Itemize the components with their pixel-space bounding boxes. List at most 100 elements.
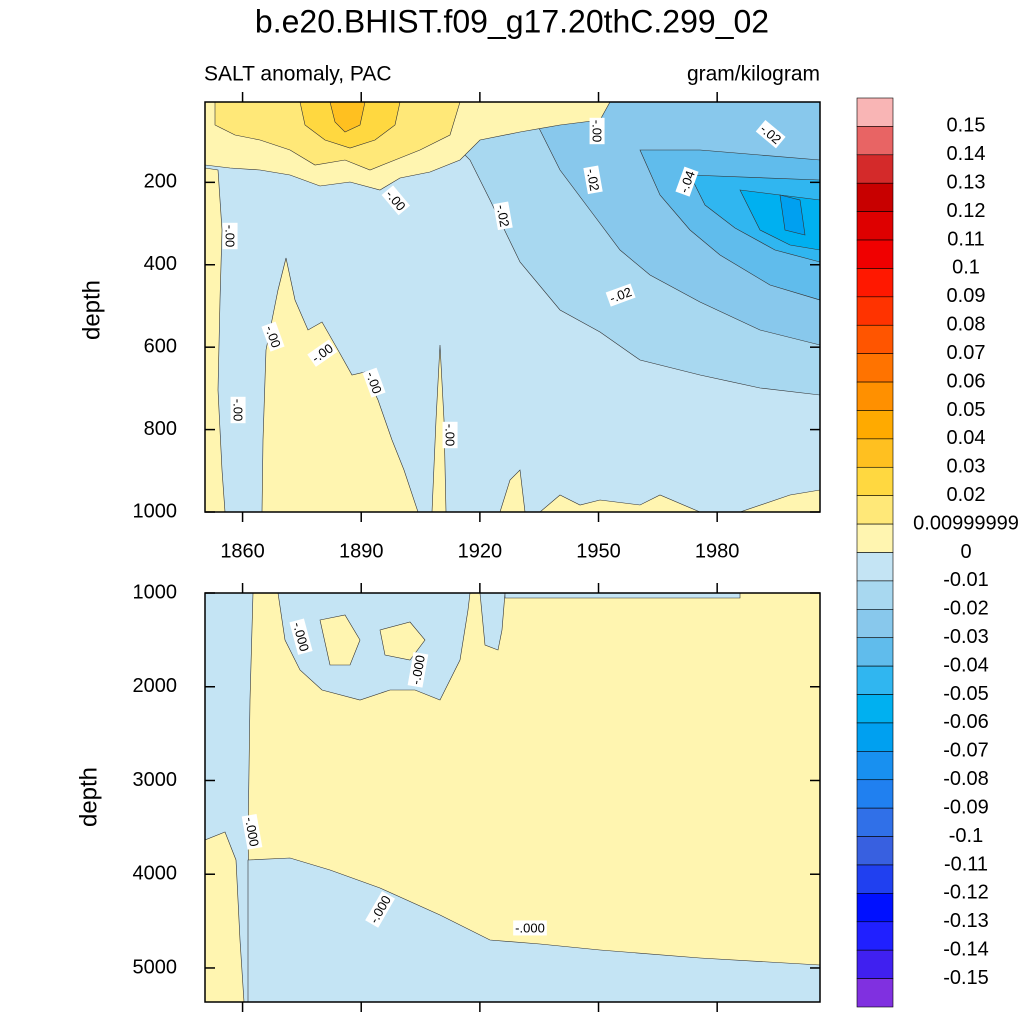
contour-label: -.00 (443, 424, 458, 446)
colorbar-label: -0.14 (943, 938, 989, 960)
colorbar-label: 0.03 (947, 456, 986, 478)
colorbar-label: -0.03 (943, 626, 989, 648)
contour-label-box (407, 651, 429, 688)
colorbar-label: -0.15 (943, 967, 989, 989)
colorbar-box (856, 665, 894, 695)
contour-label-box (307, 339, 338, 367)
contour-region (319, 614, 426, 666)
colorbar-label: 0.15 (947, 115, 986, 137)
contour-label: -.02 (494, 203, 513, 228)
colorbar-box (856, 893, 894, 923)
colorbar-label: 0.08 (947, 314, 986, 336)
colorbar-box (856, 410, 894, 440)
contour-label: -.04 (676, 169, 698, 195)
colorbar-label: -0.1 (949, 825, 983, 847)
colorbar-box (856, 864, 894, 894)
subtitle-left: SALT anomaly, PAC (204, 63, 392, 86)
contour-label: -.000 (408, 654, 428, 686)
colorbar-label: 0.14 (947, 143, 986, 165)
subtitle-right: gram/kilogram (687, 63, 820, 86)
contour-label-box (261, 321, 285, 352)
colorbar-label: 0.00999999 (913, 512, 1019, 534)
y-tick-label: 400 (144, 253, 177, 275)
contour-label: -.000 (515, 920, 545, 935)
y-tick-label: 1000 (133, 581, 178, 603)
colorbar-label: -0.02 (943, 598, 989, 620)
colorbar-label: -0.06 (943, 711, 989, 733)
colorbar-box (856, 381, 894, 411)
colorbar-label: 0.02 (947, 484, 986, 506)
colorbar-label: -0.12 (943, 882, 989, 904)
contour-label: -.00 (223, 225, 238, 247)
colorbar-box (856, 949, 894, 979)
colorbar-label: 0.05 (947, 399, 986, 421)
colorbar-box (856, 637, 894, 667)
contour-region (499, 469, 820, 512)
colorbar-box (856, 324, 894, 354)
contour-label-box (241, 813, 263, 850)
plot-frame (204, 101, 821, 513)
colorbar-label: 0.1 (952, 257, 980, 279)
contour-label-box (230, 396, 246, 424)
chart-title: b.e20.BHIST.f09_g17.20thC.299_02 (255, 3, 769, 39)
contour-label: -.02 (584, 167, 603, 192)
colorbar-box (856, 97, 894, 127)
colorbar-label: 0.12 (947, 200, 986, 222)
x-tick-label: 1860 (220, 540, 265, 562)
colorbar-box (856, 807, 894, 837)
colorbar-box (856, 438, 894, 468)
y-tick-label: 4000 (133, 863, 178, 885)
contour-field (205, 102, 820, 512)
x-tick-label: 1950 (576, 540, 621, 562)
contour-label-box (589, 117, 605, 145)
contour-label: -.00 (262, 324, 284, 350)
colorbar-box (856, 268, 894, 298)
contour-region (261, 257, 419, 512)
colorbar-box (856, 126, 894, 156)
x-tick-label: 1920 (458, 540, 503, 562)
colorbar-box (856, 211, 894, 241)
colorbar-label: -0.08 (943, 768, 989, 790)
colorbar-label: 0.04 (947, 427, 986, 449)
colorbar-box (856, 296, 894, 326)
contour-label-box (362, 367, 386, 398)
colorbar-label: 0.11 (947, 228, 984, 250)
colorbar-box (856, 239, 894, 269)
colorbar-label: 0.07 (947, 342, 986, 364)
colorbar-label: 0.13 (947, 172, 986, 194)
contour-region (329, 102, 366, 133)
contour-label: -.000 (242, 816, 262, 848)
contour-label-box (605, 283, 636, 307)
colorbar-label: -0.01 (943, 569, 989, 591)
y-tick-label: 5000 (133, 956, 178, 978)
contour-label: -.00 (231, 399, 246, 421)
y-axis-label: depth (78, 280, 105, 340)
contour-labels: -.00 -.00 -.00 -.00 -.00 -.00 -.00 -.00 … (222, 117, 786, 936)
contour-label: -.00 (590, 120, 605, 142)
contour-label-box (289, 618, 313, 655)
contour-label-box (222, 222, 238, 250)
colorbar-box (856, 978, 894, 1008)
colorbar-label: 0.09 (947, 285, 986, 307)
contour-region (479, 593, 741, 651)
colorbar-box (856, 779, 894, 809)
contour-label: -.00 (363, 370, 385, 396)
colorbar-label: 0 (960, 541, 971, 563)
contour-region (779, 194, 806, 236)
contour-label-box (583, 165, 603, 195)
contour-region (247, 857, 820, 1002)
contour-label-box (381, 185, 411, 216)
colorbar-box (856, 495, 894, 525)
contour-label-box (365, 891, 395, 928)
y-tick-label: 1000 (133, 500, 178, 522)
colorbar-label: -0.07 (943, 740, 989, 762)
y-tick-label: 2000 (133, 675, 178, 697)
colorbar-box (856, 353, 894, 383)
contour-label-box (513, 920, 547, 936)
colorbar-box (856, 836, 894, 866)
colorbar-box (856, 466, 894, 496)
y-tick-label: 800 (144, 418, 177, 440)
